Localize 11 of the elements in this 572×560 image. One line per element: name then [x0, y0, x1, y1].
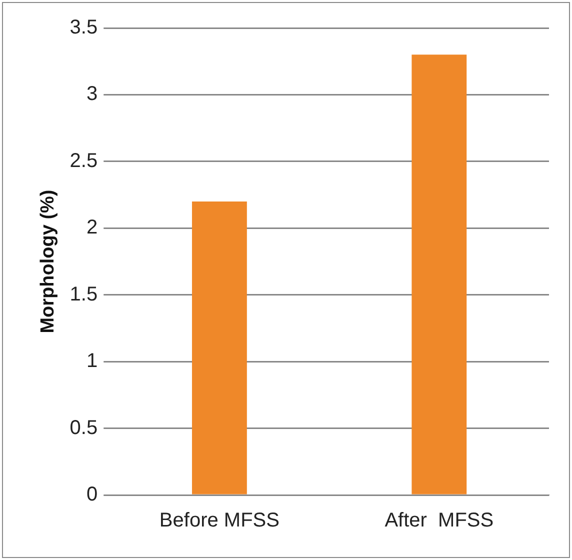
y-tick-label: 3 — [86, 83, 98, 106]
y-tick-label: 0 — [86, 484, 98, 506]
y-tick-label: 2.5 — [70, 150, 98, 172]
x-tick-label: Before MFSS — [159, 510, 280, 532]
x-tick-label: After MFSS — [384, 510, 494, 532]
y-axis-title: Morphology (%) — [38, 190, 59, 334]
y-tick-label: 2 — [86, 216, 98, 239]
y-tick-label: 1.5 — [70, 283, 98, 306]
y-tick-label: 0.5 — [70, 416, 98, 439]
y-tick-label: 3.5 — [70, 16, 98, 39]
y-tick-label: 1 — [86, 350, 98, 372]
